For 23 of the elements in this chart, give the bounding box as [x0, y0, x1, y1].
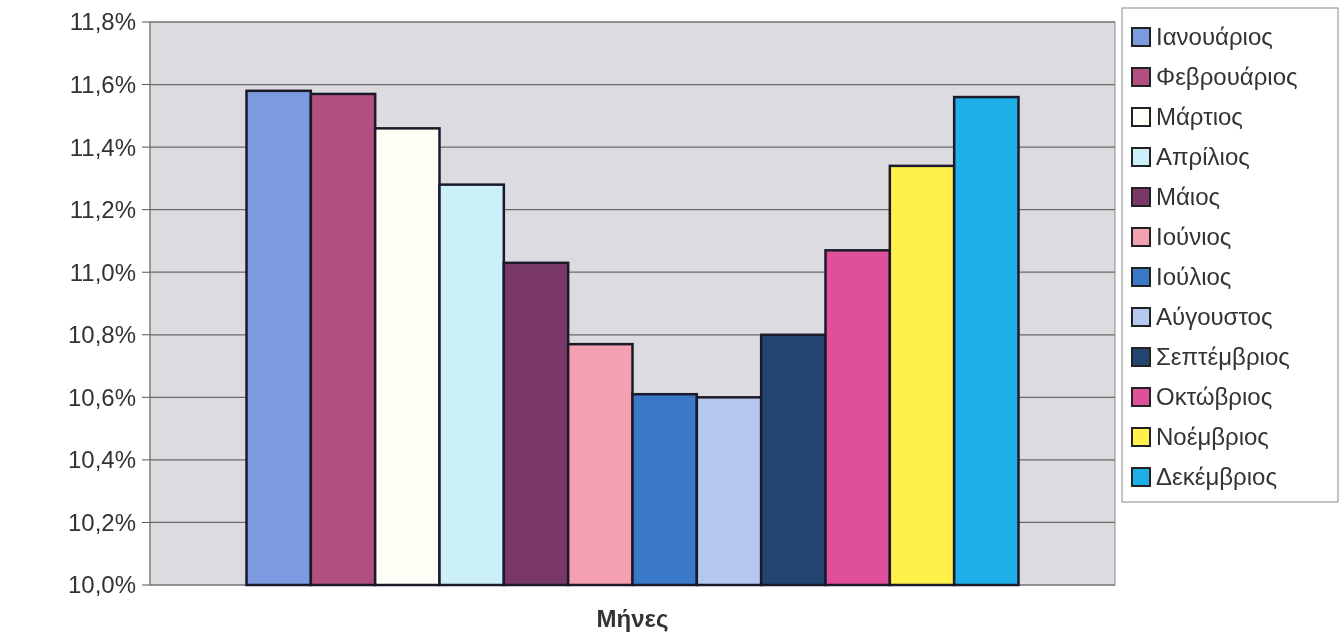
x-axis-title: Μήνες — [596, 605, 669, 632]
legend-label: Δεκέμβριος — [1156, 463, 1277, 491]
y-tick-label: 10,4% — [67, 446, 136, 474]
legend-label: Ιούλιος — [1156, 263, 1232, 291]
legend-label: Φεβρουάριος — [1156, 63, 1298, 91]
y-tick-label: 11,2% — [69, 196, 136, 224]
y-tick-label: 10,2% — [67, 508, 136, 536]
y-tick-label: 10,0% — [67, 571, 136, 599]
legend-label: Ιούνιος — [1156, 223, 1232, 251]
y-tick-label: 11,8% — [69, 8, 136, 36]
legend-label: Σεπτέμβριος — [1156, 343, 1290, 371]
legend-label: Αύγουστος — [1156, 303, 1273, 331]
legend-label: Οκτώβριος — [1156, 383, 1273, 411]
y-tick-label: 10,6% — [67, 383, 136, 411]
legend-label: Μάιος — [1156, 183, 1221, 211]
y-tick-label: 11,4% — [69, 133, 136, 161]
y-tick-label: 11,6% — [69, 70, 136, 98]
legend-label: Νοέμβριος — [1156, 423, 1269, 451]
legend-label: Μάρτιος — [1156, 103, 1243, 131]
y-tick-label: 11,0% — [69, 258, 136, 286]
legend-label: Ιανουάριος — [1156, 23, 1273, 51]
legend-label: Απρίλιος — [1156, 143, 1250, 171]
y-tick-label: 10,8% — [67, 321, 136, 349]
